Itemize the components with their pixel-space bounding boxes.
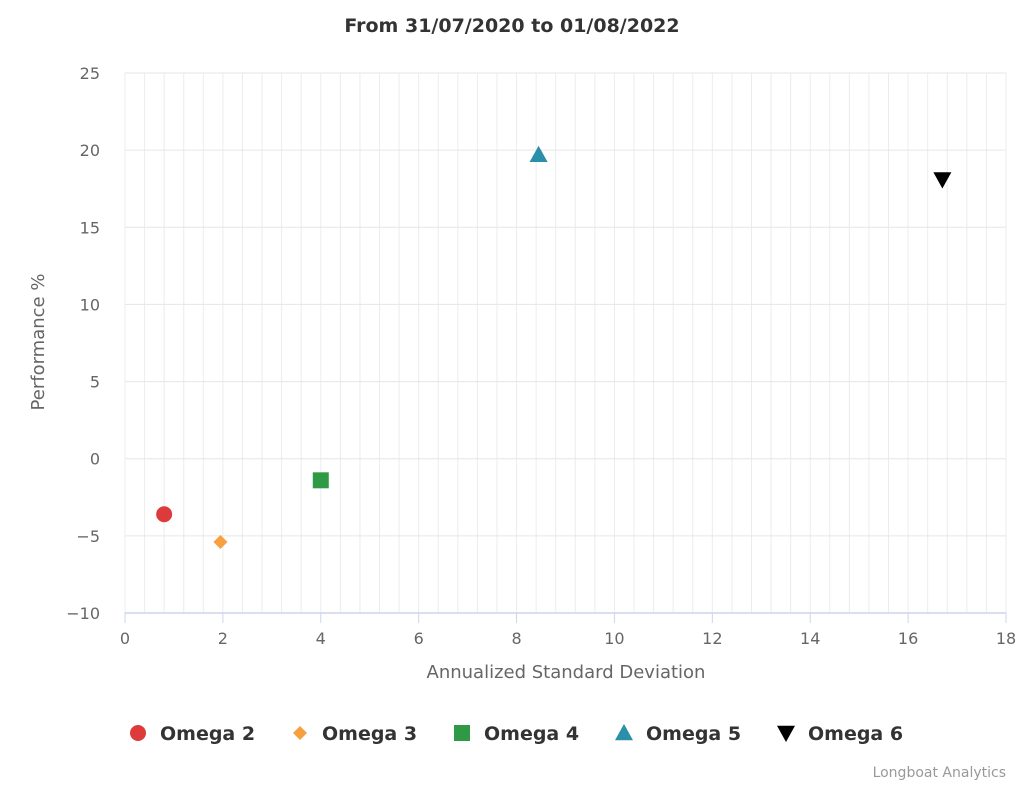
chart-title: From 31/07/2020 to 01/08/2022 — [344, 15, 679, 37]
axes: 0 2 4 6 8 10 12 14 16 18 25 20 15 10 5 0 −5 −10 — [66, 64, 1016, 648]
x-tick-label: 12 — [702, 629, 722, 648]
legend-symbol — [130, 725, 146, 741]
x-axis-label: Annualized Standard Deviation — [427, 662, 706, 683]
x-tick-label: 14 — [800, 629, 820, 648]
x-tick-label: 4 — [316, 629, 326, 648]
x-tick-label: 2 — [218, 629, 228, 648]
x-tick-label: 0 — [120, 629, 130, 648]
y-tick-label: 15 — [80, 218, 100, 237]
legend-symbol — [615, 724, 633, 741]
legend-label: Omega 2 — [160, 723, 255, 745]
legend-item-omega-3[interactable]: Omega 3 — [293, 723, 417, 745]
legend-label: Omega 5 — [646, 723, 741, 745]
legend-item-omega-5[interactable]: Omega 5 — [615, 723, 741, 745]
y-tick-label: 20 — [80, 141, 100, 160]
data-point-omega-4 — [312, 472, 329, 489]
legend: Omega 2 Omega 3 Omega 4 Omega 5 Omega 6 — [130, 723, 903, 745]
y-tick-label: 25 — [80, 64, 100, 83]
legend-symbol — [454, 725, 470, 741]
legend-label: Omega 6 — [808, 723, 903, 745]
legend-symbol — [777, 725, 795, 742]
data-point-omega-6 — [933, 172, 952, 189]
x-tick-label: 16 — [898, 629, 918, 648]
credit-text[interactable]: Longboat Analytics — [873, 765, 1006, 781]
y-tick-label: 5 — [90, 373, 100, 392]
y-tick-label: −5 — [76, 527, 100, 546]
data-point-omega-3 — [213, 535, 228, 550]
legend-label: Omega 4 — [484, 723, 579, 745]
y-tick-label: 10 — [80, 295, 100, 314]
data-point-omega-2 — [156, 506, 173, 523]
legend-item-omega-2[interactable]: Omega 2 — [130, 723, 255, 745]
x-tick-label: 8 — [511, 629, 521, 648]
legend-item-omega-4[interactable]: Omega 4 — [454, 723, 579, 745]
x-tick-label: 6 — [414, 629, 424, 648]
grid — [124, 72, 1007, 613]
data-points — [156, 145, 952, 550]
y-axis-label: Performance % — [28, 274, 49, 411]
x-tick-label: 10 — [604, 629, 624, 648]
x-tick-label: 18 — [996, 629, 1016, 648]
y-tick-label: −10 — [66, 604, 100, 623]
legend-label: Omega 3 — [322, 723, 417, 745]
y-tick-label: 0 — [90, 450, 100, 469]
data-point-omega-5 — [529, 145, 548, 162]
legend-symbol — [293, 726, 307, 740]
legend-item-omega-6[interactable]: Omega 6 — [777, 723, 903, 745]
